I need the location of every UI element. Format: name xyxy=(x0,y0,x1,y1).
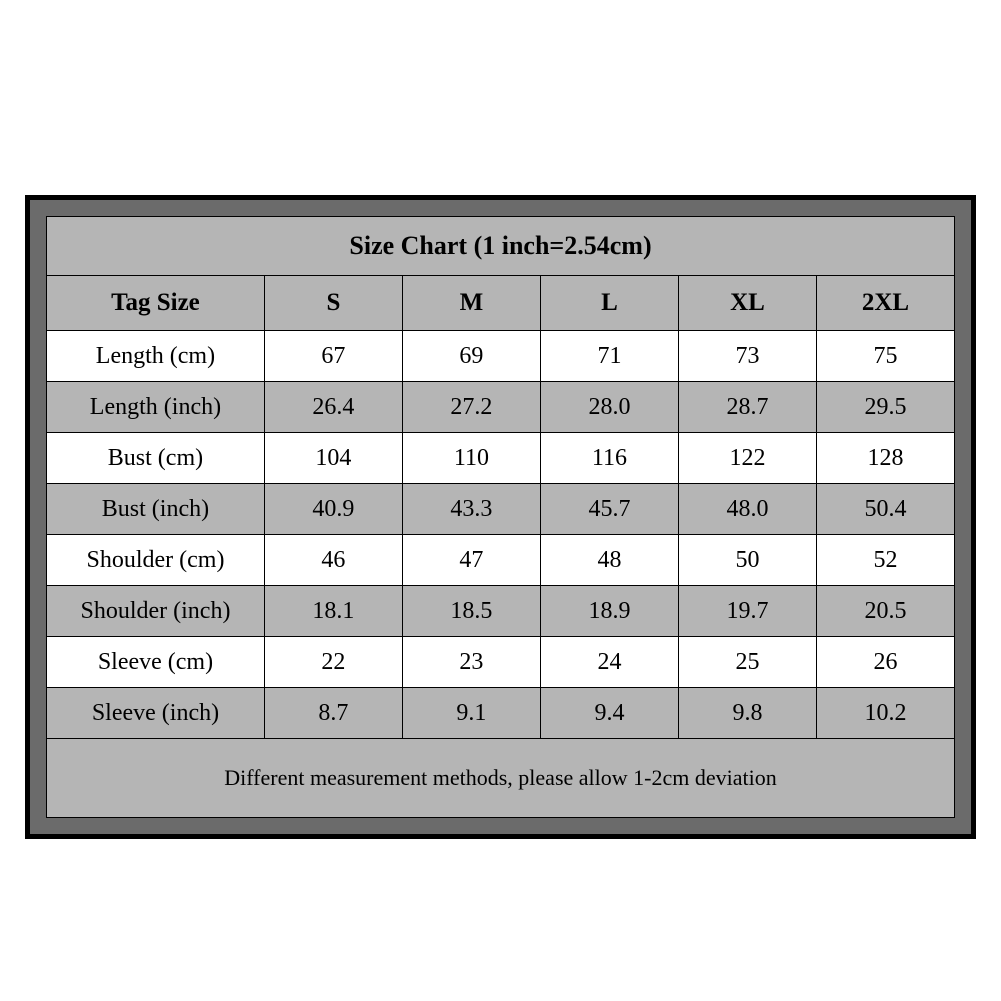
cell: 50 xyxy=(678,535,816,586)
row-label: Length (cm) xyxy=(47,331,265,382)
cell: 48.0 xyxy=(678,484,816,535)
cell: 19.7 xyxy=(678,586,816,637)
row-header-label: Tag Size xyxy=(47,276,265,331)
cell: 48 xyxy=(540,535,678,586)
cell: 26.4 xyxy=(264,382,402,433)
cell: 20.5 xyxy=(816,586,954,637)
cell: 18.9 xyxy=(540,586,678,637)
cell: 52 xyxy=(816,535,954,586)
footer-note: Different measurement methods, please al… xyxy=(47,739,955,818)
cell: 47 xyxy=(402,535,540,586)
table-row: Bust (cm) 104 110 116 122 128 xyxy=(47,433,955,484)
cell: 40.9 xyxy=(264,484,402,535)
size-chart-table: Size Chart (1 inch=2.54cm) Tag Size S M … xyxy=(46,216,955,818)
cell: 9.4 xyxy=(540,688,678,739)
cell: 9.1 xyxy=(402,688,540,739)
cell: 116 xyxy=(540,433,678,484)
row-label: Shoulder (cm) xyxy=(47,535,265,586)
chart-title: Size Chart (1 inch=2.54cm) xyxy=(47,217,955,276)
cell: 45.7 xyxy=(540,484,678,535)
cell: 23 xyxy=(402,637,540,688)
cell: 50.4 xyxy=(816,484,954,535)
cell: 29.5 xyxy=(816,382,954,433)
cell: 71 xyxy=(540,331,678,382)
cell: 128 xyxy=(816,433,954,484)
cell: 67 xyxy=(264,331,402,382)
cell: 28.0 xyxy=(540,382,678,433)
cell: 73 xyxy=(678,331,816,382)
cell: 104 xyxy=(264,433,402,484)
cell: 8.7 xyxy=(264,688,402,739)
row-label: Sleeve (inch) xyxy=(47,688,265,739)
header-row: Tag Size S M L XL 2XL xyxy=(47,276,955,331)
cell: 18.5 xyxy=(402,586,540,637)
size-chart-container: Size Chart (1 inch=2.54cm) Tag Size S M … xyxy=(25,195,976,839)
cell: 43.3 xyxy=(402,484,540,535)
row-label: Bust (inch) xyxy=(47,484,265,535)
table-row: Sleeve (inch) 8.7 9.1 9.4 9.8 10.2 xyxy=(47,688,955,739)
col-header: 2XL xyxy=(816,276,954,331)
cell: 110 xyxy=(402,433,540,484)
cell: 26 xyxy=(816,637,954,688)
row-label: Sleeve (cm) xyxy=(47,637,265,688)
col-header: M xyxy=(402,276,540,331)
cell: 25 xyxy=(678,637,816,688)
cell: 122 xyxy=(678,433,816,484)
table-body: Length (cm) 67 69 71 73 75 Length (inch)… xyxy=(47,331,955,739)
cell: 27.2 xyxy=(402,382,540,433)
table-row: Shoulder (cm) 46 47 48 50 52 xyxy=(47,535,955,586)
table-row: Sleeve (cm) 22 23 24 25 26 xyxy=(47,637,955,688)
cell: 22 xyxy=(264,637,402,688)
col-header: L xyxy=(540,276,678,331)
cell: 24 xyxy=(540,637,678,688)
table-row: Shoulder (inch) 18.1 18.5 18.9 19.7 20.5 xyxy=(47,586,955,637)
cell: 18.1 xyxy=(264,586,402,637)
footer-row: Different measurement methods, please al… xyxy=(47,739,955,818)
cell: 69 xyxy=(402,331,540,382)
table-row: Bust (inch) 40.9 43.3 45.7 48.0 50.4 xyxy=(47,484,955,535)
row-label: Length (inch) xyxy=(47,382,265,433)
title-row: Size Chart (1 inch=2.54cm) xyxy=(47,217,955,276)
col-header: XL xyxy=(678,276,816,331)
cell: 10.2 xyxy=(816,688,954,739)
cell: 46 xyxy=(264,535,402,586)
row-label: Shoulder (inch) xyxy=(47,586,265,637)
cell: 28.7 xyxy=(678,382,816,433)
cell: 75 xyxy=(816,331,954,382)
col-header: S xyxy=(264,276,402,331)
cell: 9.8 xyxy=(678,688,816,739)
table-row: Length (inch) 26.4 27.2 28.0 28.7 29.5 xyxy=(47,382,955,433)
canvas: Size Chart (1 inch=2.54cm) Tag Size S M … xyxy=(0,0,1001,1001)
row-label: Bust (cm) xyxy=(47,433,265,484)
table-row: Length (cm) 67 69 71 73 75 xyxy=(47,331,955,382)
